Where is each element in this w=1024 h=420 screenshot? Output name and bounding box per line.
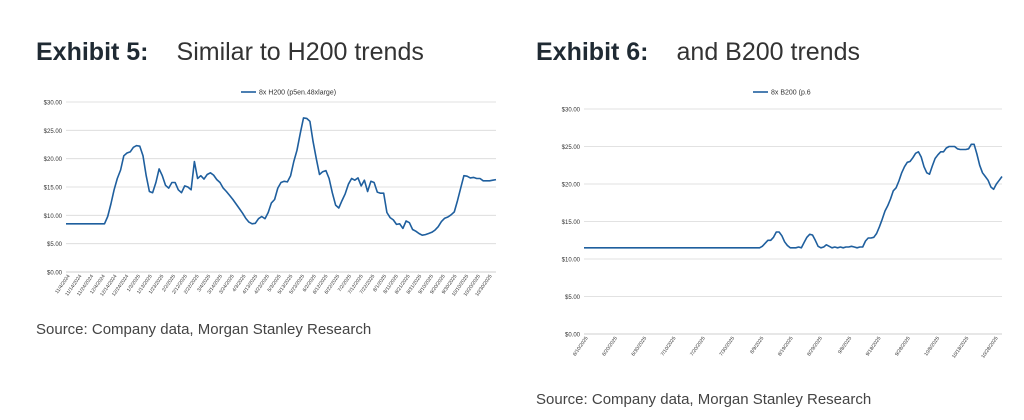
y-tick-label: $5.00 [565,295,581,301]
x-tick-label: 10/8/2025 [923,336,941,358]
exhibit-6-heading: and B200 trends [676,38,860,66]
y-tick-label: $10.00 [44,214,63,220]
x-tick-label: 7/30/2025 [718,336,736,358]
series-line [66,117,497,236]
x-tick-label: 9/28/2025 [894,336,912,358]
exhibit-5-title: Exhibit 5: Similar to H200 trends [36,38,424,67]
y-tick-label: $15.00 [562,220,581,226]
y-tick-label: $5.00 [47,242,63,248]
exhibit-5-heading: Similar to H200 trends [176,38,424,66]
legend-label: 8x H200 (p5en.48xlarge) [259,90,336,97]
y-tick-label: $25.00 [562,145,581,151]
exhibit-6-number: Exhibit 6: [536,38,649,66]
x-tick-label: 9/8/2025 [837,336,853,356]
exhibit-5-number: Exhibit 5: [36,38,149,66]
x-tick-label: 8/9/2025 [749,336,765,356]
x-tick-label: 8/19/2025 [777,336,795,358]
x-tick-label: 6/20/2025 [601,336,619,358]
x-tick-label: 8/29/2025 [806,336,824,358]
legend: 8x H200 (p5en.48xlarge) [241,90,336,97]
legend-label: 8x B200 (p.6 [771,90,811,97]
x-tick-label: 6/10/2025 [572,336,590,358]
x-tick-label: 9/18/2025 [865,336,883,358]
y-tick-label: $10.00 [562,258,581,264]
y-tick-label: $30.00 [562,108,581,114]
x-tick-label: 6/30/2025 [631,336,649,358]
y-tick-label: $0.00 [565,333,581,339]
y-tick-label: $30.00 [44,101,63,107]
b200-price-chart: $0.00 $5.00 $10.00 $15.00 $20.00 $25.00 $30.00… [562,90,1003,360]
h200-price-chart: $0.00 $5.00 $10.00 $15.00 $20.00 $25.00 $30.00… [44,90,497,298]
exhibit-6-source: Source: Company data, Morgan Stanley Res… [536,391,872,408]
x-tick-label: 10/18/2025 [951,336,970,360]
x-tick-label: 7/10/2025 [660,336,678,358]
x-tick-label: 10/28/2025 [980,336,999,360]
x-tick-label: 7/20/2025 [689,336,707,358]
y-tick-label: $25.00 [44,129,63,135]
y-tick-label: $0.00 [47,271,63,277]
y-tick-label: $20.00 [562,183,581,189]
exhibit-6-title: Exhibit 6: and B200 trends [536,38,860,67]
y-tick-label: $20.00 [44,157,63,163]
legend: 8x B200 (p.6 [753,90,811,97]
exhibit-5-source: Source: Company data, Morgan Stanley Res… [36,321,372,338]
series-line [584,143,1003,249]
y-tick-label: $15.00 [44,186,63,192]
